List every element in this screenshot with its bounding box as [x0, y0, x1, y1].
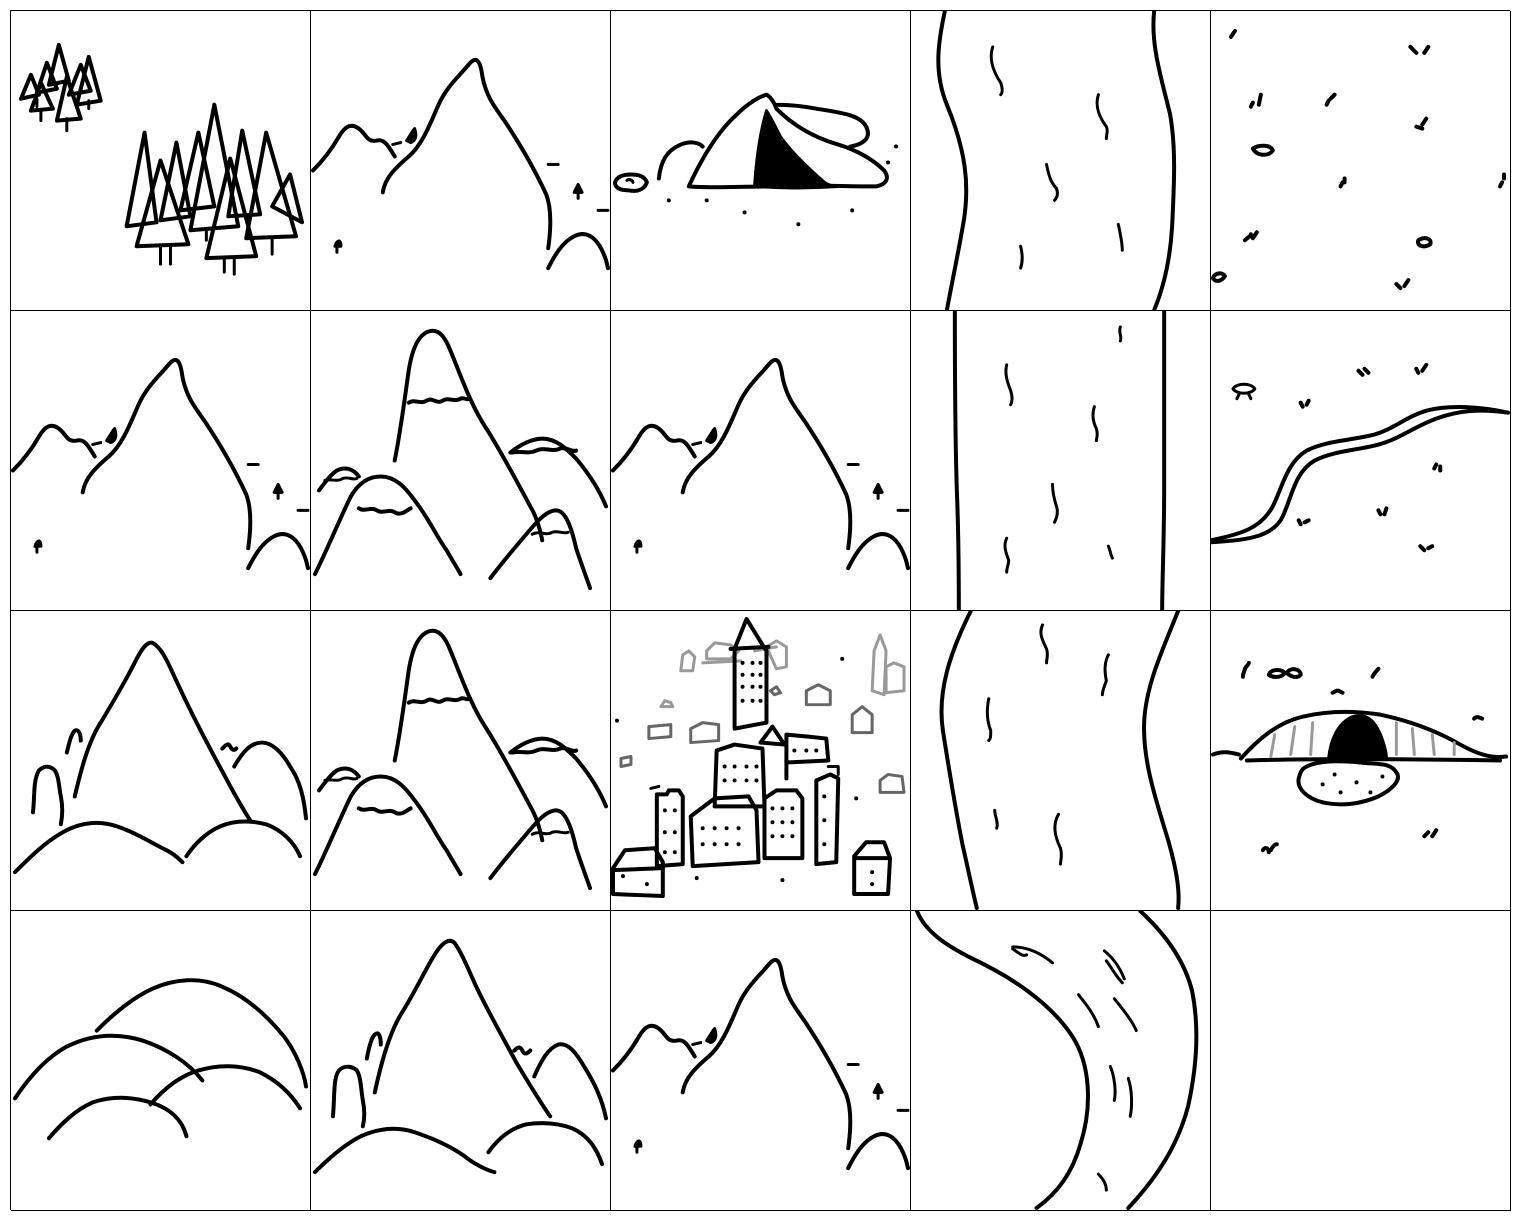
cave-icon [612, 92, 901, 229]
mountain-icon [311, 57, 610, 271]
cave-icon [1211, 660, 1509, 855]
tile-river[interactable] [911, 11, 1211, 311]
tile-river-bend[interactable] [911, 911, 1211, 1211]
river-icon [952, 311, 1167, 610]
tile-mountain-range[interactable] [311, 911, 611, 1211]
tile-snowy-mountains[interactable] [311, 311, 611, 611]
tile-plains[interactable] [1211, 11, 1511, 311]
city-icon [611, 616, 906, 899]
tile-snowy-mountains[interactable] [311, 611, 611, 911]
snowy-mountains-icon [312, 628, 609, 891]
hills-icon [12, 978, 309, 1141]
tile-mountain[interactable] [311, 11, 611, 311]
tile-empty[interactable] [1211, 911, 1511, 1211]
river-icon [936, 11, 1177, 310]
tile-hills[interactable] [11, 911, 311, 1211]
mountain-range-icon [12, 640, 309, 875]
tile-city[interactable] [611, 611, 911, 911]
tile-mountain[interactable] [611, 911, 911, 1211]
river-icon [939, 611, 1181, 910]
river-bend-icon [914, 911, 1199, 1210]
tile-river[interactable] [911, 611, 1211, 911]
tile-cave[interactable] [1211, 611, 1511, 911]
tile-path[interactable] [1211, 311, 1511, 611]
tile-mountain[interactable] [11, 311, 311, 611]
forest-icon [18, 42, 305, 276]
tile-river[interactable] [911, 311, 1211, 611]
tile-mountain-range[interactable] [11, 611, 311, 911]
mountain-range-icon [312, 938, 609, 1175]
tile-forest[interactable] [11, 11, 311, 311]
path-icon [1211, 362, 1510, 553]
mountain-icon [11, 357, 310, 571]
mountain-icon [611, 357, 910, 571]
empty-tile-icon [1211, 911, 1510, 1210]
tile-grid [10, 10, 1511, 1211]
tile-mountain[interactable] [611, 311, 911, 611]
snowy-mountains-icon [312, 328, 609, 591]
mountain-icon [611, 957, 910, 1171]
plains-icon [1211, 28, 1507, 291]
tile-cave[interactable] [611, 11, 911, 311]
